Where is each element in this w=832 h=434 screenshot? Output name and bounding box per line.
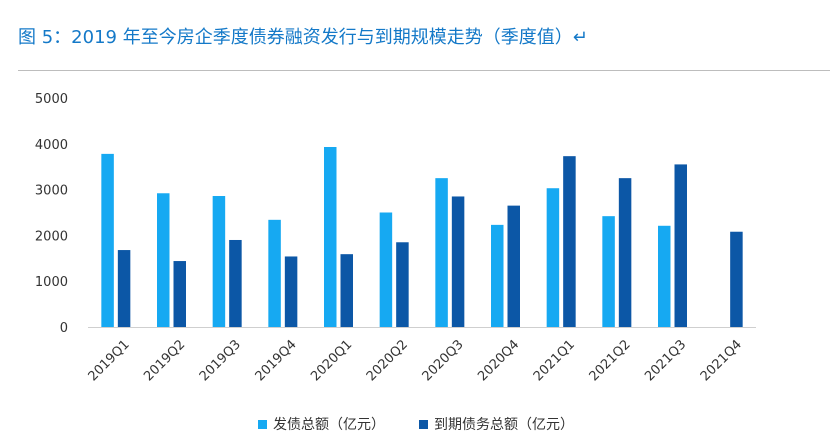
legend-label-issuance: 发债总额（亿元） [273,417,385,433]
x-tick-label: 2020Q3 [420,337,467,384]
bar-maturity-2021Q1 [563,156,576,327]
bar-maturity-2021Q2 [618,178,632,327]
y-tick-label: 5000 [35,92,68,107]
y-axis: 0 1000 2000 3000 4000 5000 [35,92,68,336]
x-tick-label: 2021Q1 [531,337,578,384]
y-tick-label: 4000 [35,138,68,153]
title-divider [18,70,830,71]
y-tick-label: 2000 [35,229,68,244]
x-tick-label: 2021Q2 [587,337,634,384]
bar-maturity-2019Q3 [229,239,242,327]
legend: 发债总额（亿元） 到期债务总额（亿元） [0,414,832,434]
y-tick-label: 0 [60,321,68,336]
bar-issuance-2019Q3 [212,196,226,327]
bar-issuance-2021Q3 [658,225,671,327]
x-tick-label: 2019Q2 [141,337,188,384]
x-tick-label: 2019Q4 [253,337,300,384]
bar-maturity-2020Q4 [507,205,520,327]
x-tick-label: 2021Q4 [698,337,745,384]
x-tick-label: 2019Q1 [86,337,133,384]
x-axis: 2019Q1 2019Q2 2019Q3 2019Q4 2020Q1 2020Q2 2020… [86,337,745,384]
x-tick-label: 2021Q3 [642,337,689,384]
legend-swatch-maturity [419,419,428,429]
bar-maturity-2019Q2 [173,261,186,327]
x-tick-label: 2019Q3 [197,337,244,384]
x-tick-label: 2020Q2 [364,337,411,384]
y-tick-label: 3000 [35,184,68,199]
legend-label-maturity: 到期债务总额（亿元） [434,417,574,433]
bar-maturity-2019Q4 [284,256,298,327]
page-title: 图 5：2019 年至今房企季度债券融资发行与到期规模走势（季度值）↵ [18,27,588,48]
bar-maturity-2021Q3 [674,164,687,327]
bar-issuance-2020Q2 [379,212,393,327]
bar-maturity-2021Q4 [730,231,743,327]
bar-maturity-2020Q3 [451,196,465,327]
bar-issuance-2019Q1 [101,153,114,327]
bar-issuance-2019Q2 [157,193,170,327]
bar-issuance-2020Q4 [491,224,504,327]
bar-maturity-2020Q2 [396,242,409,327]
bar-issuance-2020Q1 [324,147,337,327]
bar-issuance-2020Q3 [435,178,448,327]
bar-issuance-2021Q1 [546,188,560,327]
bar-maturity-2020Q1 [340,254,353,327]
bars [101,147,743,327]
bar-issuance-2021Q2 [602,216,615,327]
bar-maturity-2019Q1 [117,250,131,327]
legend-item-issuance: 发债总额（亿元） [258,414,385,434]
x-tick-label: 2020Q4 [475,337,522,384]
x-tick-label: 2020Q1 [308,337,355,384]
legend-swatch-issuance [258,419,267,429]
y-tick-label: 1000 [35,275,68,290]
bar-issuance-2019Q4 [268,219,281,327]
legend-item-maturity: 到期债务总额（亿元） [419,414,574,434]
